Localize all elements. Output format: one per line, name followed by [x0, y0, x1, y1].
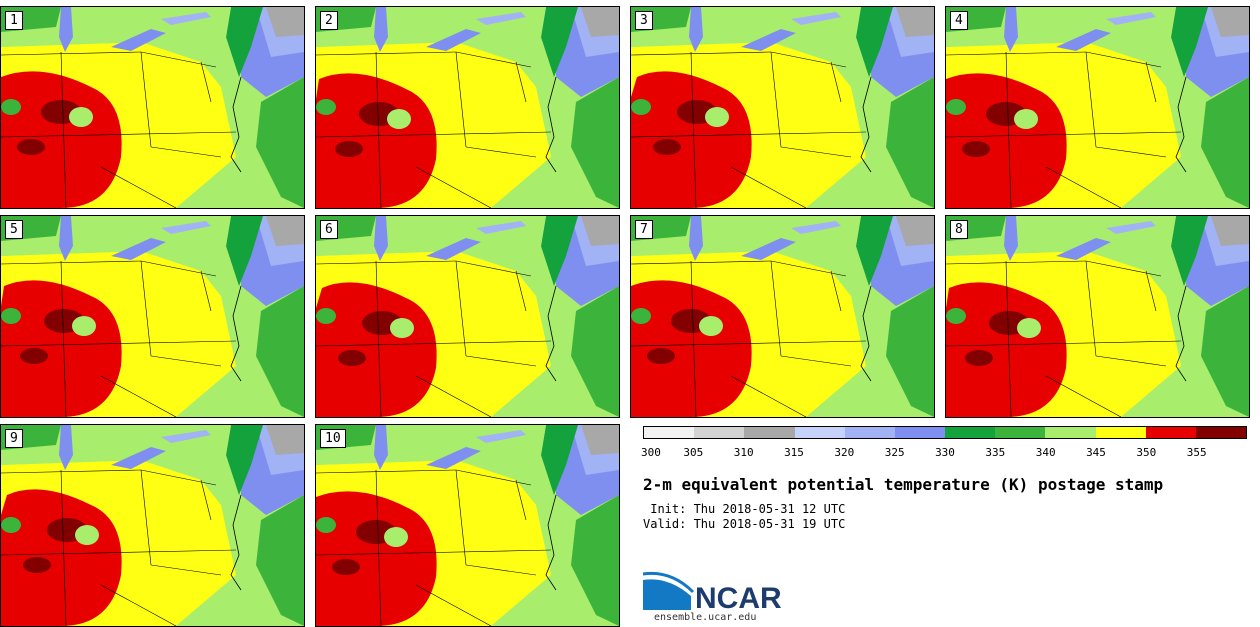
init-time: Init: Thu 2018-05-31 12 UTC: [643, 502, 846, 516]
ncar-logo: NCAR: [643, 571, 782, 614]
colorbar-tick-label: 340: [1035, 446, 1056, 459]
member-label: 1: [5, 11, 23, 30]
member-label: 9: [5, 429, 23, 448]
colorbar-swatch: [694, 427, 745, 438]
member-label: 10: [320, 429, 346, 448]
member-label: 6: [320, 220, 338, 239]
colorbar-swatch: [1095, 427, 1146, 438]
colorbar-swatch: [945, 427, 996, 438]
member-label: 2: [320, 11, 338, 30]
colorbar-tick-label: 355: [1186, 446, 1207, 459]
colorbar-tick-label: 320: [834, 446, 855, 459]
member-label: 3: [635, 11, 653, 30]
colorbar-tick-label: 325: [884, 446, 905, 459]
member-panel-8: 8: [945, 215, 1250, 418]
logo-wordmark: NCAR: [695, 582, 782, 614]
member-panel-9: 9: [0, 424, 305, 627]
colorbar-tick-label: 350: [1136, 446, 1157, 459]
colorbar-swatch: [995, 427, 1046, 438]
colorbar-ticks: 300 305 310 315 320 325 330 335 340 345 350 355: [641, 446, 1247, 460]
colorbar-tick-label: 305: [683, 446, 704, 459]
site-url: ensemble.ucar.edu: [654, 612, 757, 623]
member-panel-7: 7: [630, 215, 935, 418]
member-label: 5: [5, 220, 23, 239]
colorbar-swatch: [1195, 427, 1247, 438]
member-panel-4: 4: [945, 6, 1250, 209]
colorbar-tick-label: 315: [784, 446, 804, 459]
member-panel-3: 3: [630, 6, 935, 209]
colorbar-tick-label: 330: [935, 446, 955, 459]
colorbar-swatch: [844, 427, 895, 438]
member-label: 4: [950, 11, 968, 30]
valid-time: Valid: Thu 2018-05-31 19 UTC: [643, 517, 846, 531]
colorbar: [643, 426, 1247, 439]
colorbar-swatch: [1145, 427, 1196, 438]
page-title: 2-m equivalent potential temperature (K)…: [643, 475, 1164, 494]
member-panel-2: 2: [315, 6, 620, 209]
member-panel-1: 1: [0, 6, 305, 209]
colorbar-swatch: [744, 427, 795, 438]
member-panel-6: 6: [315, 215, 620, 418]
member-label: 8: [950, 220, 968, 239]
colorbar-tick-label: 300: [641, 446, 661, 459]
colorbar-tick-label: 335: [985, 446, 1006, 459]
member-panel-10: 10: [315, 424, 620, 627]
colorbar-swatch: [644, 427, 695, 438]
member-label: 7: [635, 220, 653, 239]
colorbar-swatch: [1045, 427, 1096, 438]
colorbar-swatch: [894, 427, 946, 438]
colorbar-tick-label: 345: [1086, 446, 1106, 459]
colorbar-tick-label: 310: [733, 446, 754, 459]
colorbar-swatch: [794, 427, 845, 438]
member-panel-5: 5: [0, 215, 305, 418]
